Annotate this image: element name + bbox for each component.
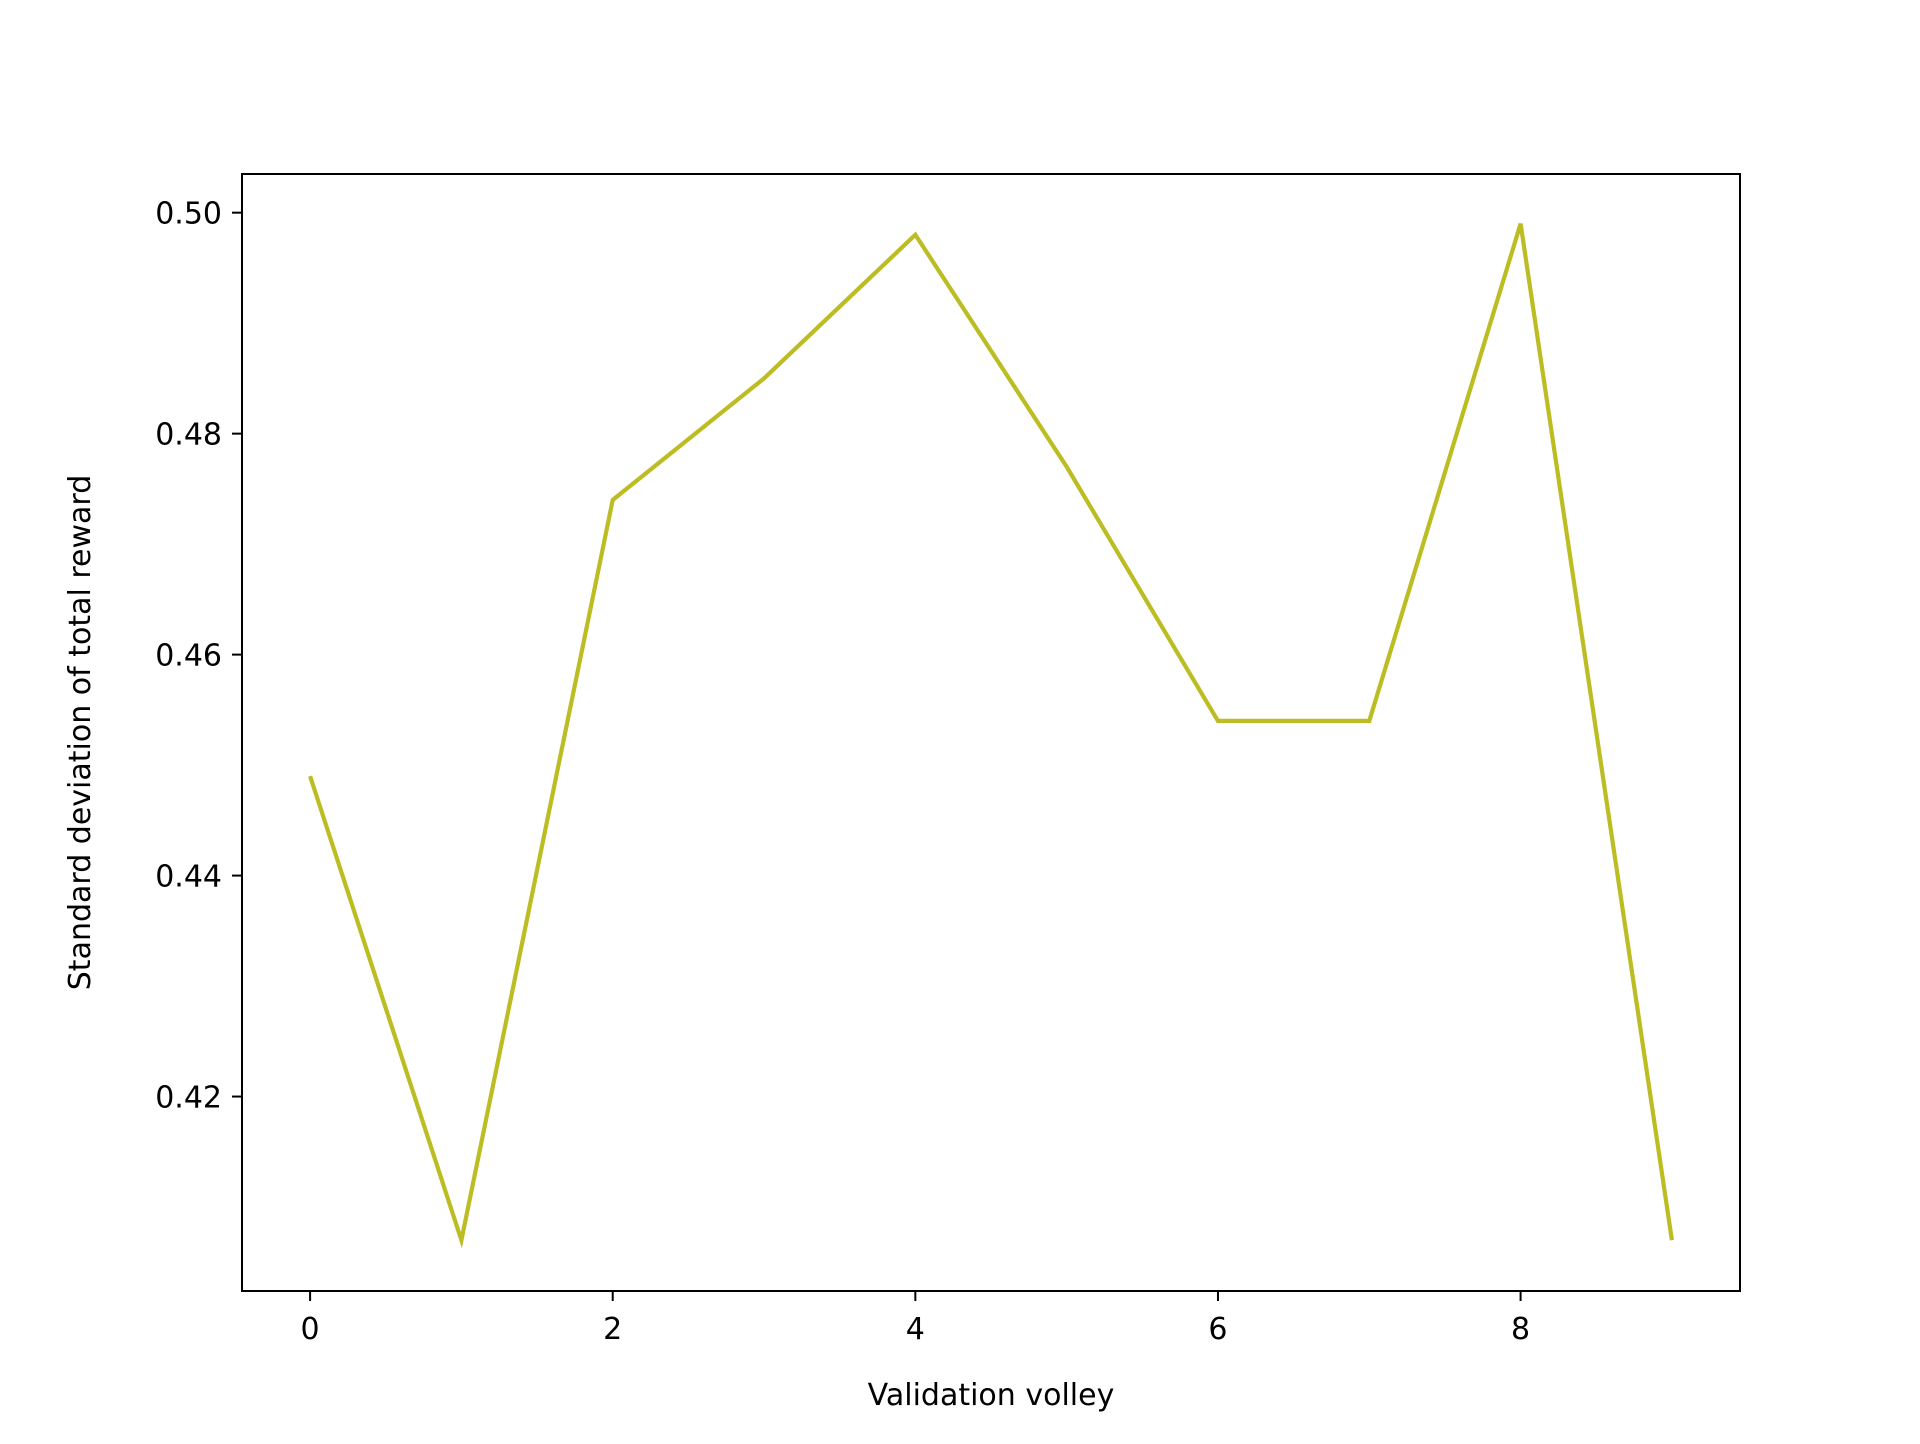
plot-area — [241, 173, 1741, 1292]
x-axis-label: Validation volley — [868, 1378, 1115, 1413]
x-tick-label: 0 — [301, 1312, 320, 1347]
y-tick-label: 0.50 — [155, 197, 222, 232]
y-tick-label: 0.42 — [155, 1081, 222, 1116]
y-tick-label: 0.48 — [155, 418, 222, 453]
series-line-0 — [308, 223, 1674, 1249]
y-tick-label: 0.46 — [155, 639, 222, 674]
x-tick-label: 6 — [1208, 1312, 1227, 1347]
plot-frame — [241, 173, 1741, 1292]
x-tick-label: 4 — [906, 1312, 925, 1347]
x-tick-label: 2 — [603, 1312, 622, 1347]
series-layer — [308, 223, 1674, 1249]
x-axis: 0 2 4 6 8 — [301, 1291, 1530, 1347]
y-axis-label: Standard deviation of total reward — [63, 475, 98, 990]
y-tick-label: 0.44 — [155, 860, 222, 895]
y-axis: 0.42 0.44 0.46 0.48 0.50 — [155, 197, 242, 1116]
x-tick-label: 8 — [1511, 1312, 1530, 1347]
